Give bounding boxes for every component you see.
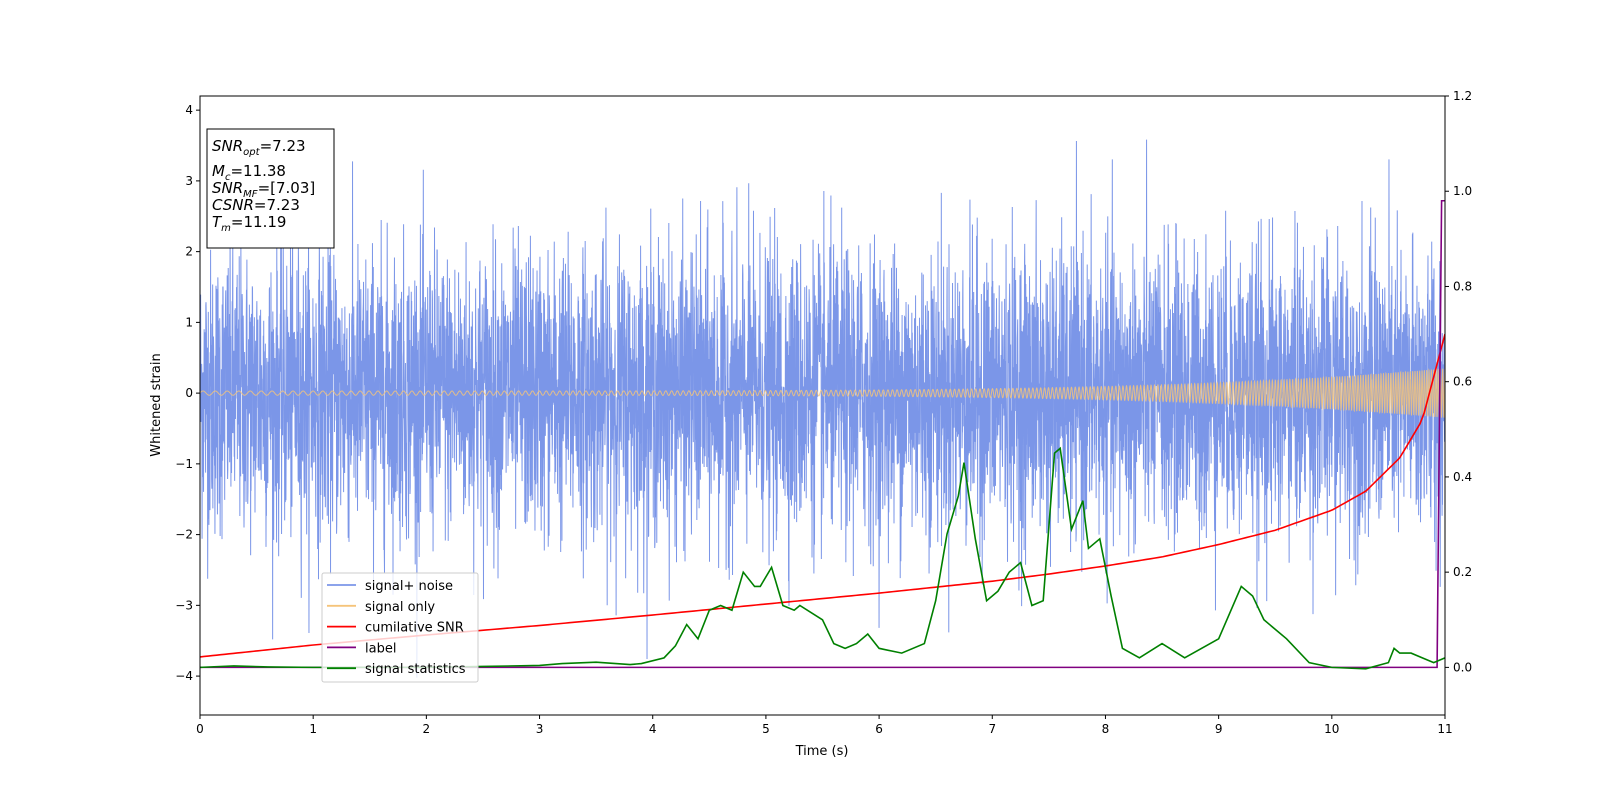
x-tick-label: 4 xyxy=(649,722,657,736)
legend-label: signal only xyxy=(365,600,435,615)
x-tick-label: 11 xyxy=(1437,722,1452,736)
annotation-frame xyxy=(206,128,335,249)
y2-tick-label: 1.0 xyxy=(1453,184,1472,198)
y-tick-label: 1 xyxy=(185,315,193,329)
annotation-line: CSNR=7.23 xyxy=(212,196,300,214)
annotation-line: Tm=11.19 xyxy=(212,213,286,234)
y-tick-label: 4 xyxy=(185,103,193,117)
x-tick-label: 3 xyxy=(536,722,544,736)
y2-tick-label: 0.0 xyxy=(1453,660,1472,674)
y-axis-label: Whitened strain xyxy=(149,353,164,456)
series-signal-plus-noise xyxy=(200,139,1445,678)
annotation-line: Mc=11.38 xyxy=(212,162,286,183)
legend-label: label xyxy=(365,641,396,656)
legend-label: cumilative SNR xyxy=(365,621,464,636)
stats-annotation-box: SNRopt=7.23 Mc=11.38SNRMF=[7.03]CSNR=7.23… xyxy=(206,128,335,249)
series-label xyxy=(200,199,1445,669)
y-tick-label: −1 xyxy=(175,457,193,471)
legend-label: signal+ noise xyxy=(365,579,453,594)
x-tick-label: 9 xyxy=(1215,722,1223,736)
y2-tick-label: 0.4 xyxy=(1453,470,1472,484)
annotation-line: SNRMF=[7.03] xyxy=(212,179,315,200)
y2-tick-label: 0.8 xyxy=(1453,279,1472,293)
x-tick-label: 2 xyxy=(423,722,431,736)
series-signal-only xyxy=(200,368,1445,418)
y-tick-label: 2 xyxy=(185,245,193,259)
y-tick-label: 3 xyxy=(185,174,193,188)
x-tick-label: 1 xyxy=(309,722,317,736)
y2-tick-label: 0.2 xyxy=(1453,565,1472,579)
y-tick-label: −3 xyxy=(175,598,193,612)
x-tick-label: 6 xyxy=(875,722,883,736)
plot-frame xyxy=(199,95,1446,716)
y-tick-label: 0 xyxy=(185,386,193,400)
y-tick-label: −4 xyxy=(175,669,193,683)
legend-label: signal statistics xyxy=(365,662,466,677)
y-tick-label: −2 xyxy=(175,528,193,542)
ticks-layer: 0 1 2 3 4 5 6 7 8 9 10 1143210−1−2−3−41.21.00.80.60… xyxy=(175,89,1472,736)
x-tick-label: 0 xyxy=(196,722,204,736)
x-tick-label: 10 xyxy=(1324,722,1339,736)
y2-tick-label: 1.2 xyxy=(1453,89,1472,103)
x-tick-label: 7 xyxy=(988,722,996,736)
annotation-line: SNRopt=7.23 xyxy=(212,137,306,158)
x-axis-label: Time (s) xyxy=(795,744,849,759)
series-signal-statistics xyxy=(200,446,1445,670)
legend: signal+ noise signal only cumilative SNR la… xyxy=(321,572,479,683)
y2-tick-label: 0.6 xyxy=(1453,375,1472,389)
x-tick-label: 5 xyxy=(762,722,770,736)
x-tick-label: 8 xyxy=(1102,722,1110,736)
legend-frame xyxy=(321,572,479,683)
